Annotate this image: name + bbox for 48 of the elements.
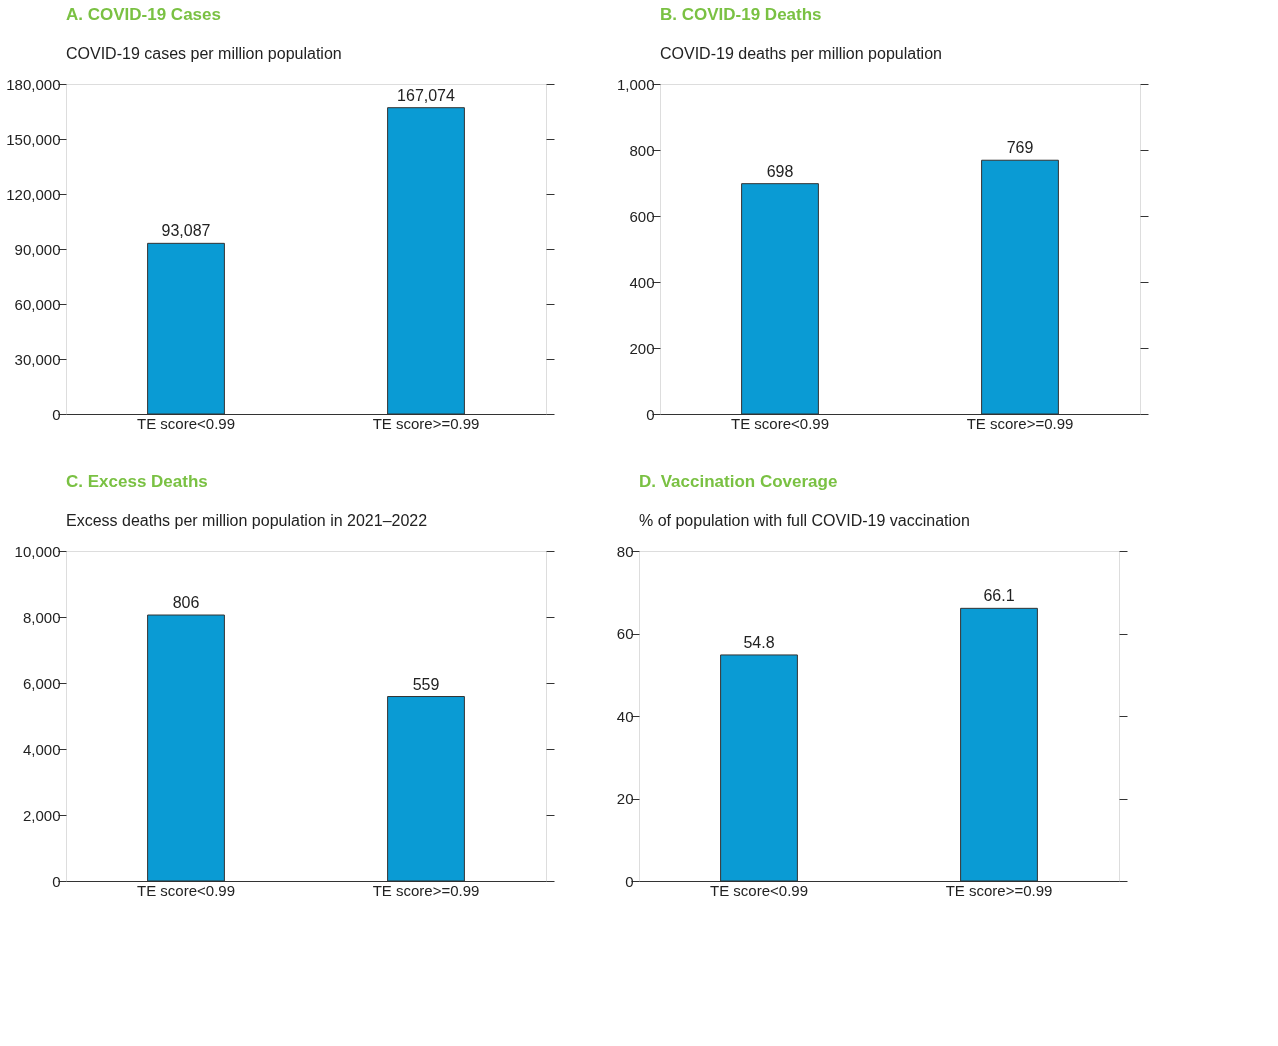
y-tick-label: 40: [616, 707, 634, 725]
y-tick-label: 200: [629, 339, 655, 357]
y-tick-label: 1,000: [616, 75, 655, 93]
data-label: 769: [1006, 139, 1034, 157]
x-tick-label: TE score<0.99: [137, 414, 235, 432]
y-tick-label: 90,000: [14, 240, 61, 258]
x-tick-label: TE score<0.99: [710, 881, 808, 899]
y-tick-label: 800: [629, 141, 655, 159]
x-tick-label: TE score>=0.99: [966, 414, 1074, 432]
y-tick-label: 0: [646, 405, 655, 423]
y-axis-title: COVID-19 cases per million population: [66, 45, 342, 62]
y-axis-title: Excess deaths per million population in 2021–2022: [66, 512, 428, 529]
data-label: 66.1: [983, 587, 1015, 605]
y-tick-label: 400: [629, 273, 655, 291]
y-tick-label: 120,000: [6, 185, 61, 203]
data-label: 698: [766, 162, 794, 180]
chart-title: B. COVID-19 Deaths: [660, 5, 822, 24]
x-tick-label: TE score>=0.99: [372, 414, 480, 432]
y-axis-title: COVID-19 deaths per million population: [660, 45, 942, 62]
data-label: 54.8: [743, 633, 775, 651]
y-tick-label: 0: [52, 872, 61, 890]
chart-title: C. Excess Deaths: [66, 472, 208, 491]
x-tick-label: TE score>=0.99: [945, 881, 1053, 899]
y-tick-label: 8,000: [22, 608, 61, 626]
y-tick-label: 0: [52, 405, 61, 423]
data-label: 167,074: [397, 86, 456, 104]
data-label: 93,087: [161, 222, 211, 240]
y-tick-label: 10,000: [14, 542, 61, 560]
y-tick-label: 600: [629, 207, 655, 225]
chart-title: A. COVID-19 Cases: [66, 5, 221, 24]
y-axis-title: % of population with full COVID-19 vaccination: [639, 512, 970, 529]
x-tick-label: TE score<0.99: [137, 881, 235, 899]
x-tick-label: TE score<0.99: [731, 414, 829, 432]
y-tick-label: 4,000: [22, 740, 61, 758]
y-tick-label: 30,000: [14, 350, 61, 368]
y-tick-label: 60,000: [14, 295, 61, 313]
y-tick-label: 0: [625, 872, 634, 890]
y-tick-label: 20: [616, 790, 634, 807]
chart-title: D. Vaccination Coverage: [639, 472, 838, 491]
y-tick-label: 180,000: [6, 75, 61, 93]
y-tick-label: 60: [616, 625, 634, 642]
y-tick-label: 150,000: [6, 130, 61, 148]
y-tick-label: 6,000: [22, 674, 61, 692]
y-tick-label: 80: [616, 542, 634, 560]
annotation: 559: [412, 675, 440, 693]
x-tick-label: TE score>=0.99: [372, 881, 480, 899]
annotation: 806: [172, 594, 200, 612]
y-tick-label: 2,000: [22, 806, 61, 824]
